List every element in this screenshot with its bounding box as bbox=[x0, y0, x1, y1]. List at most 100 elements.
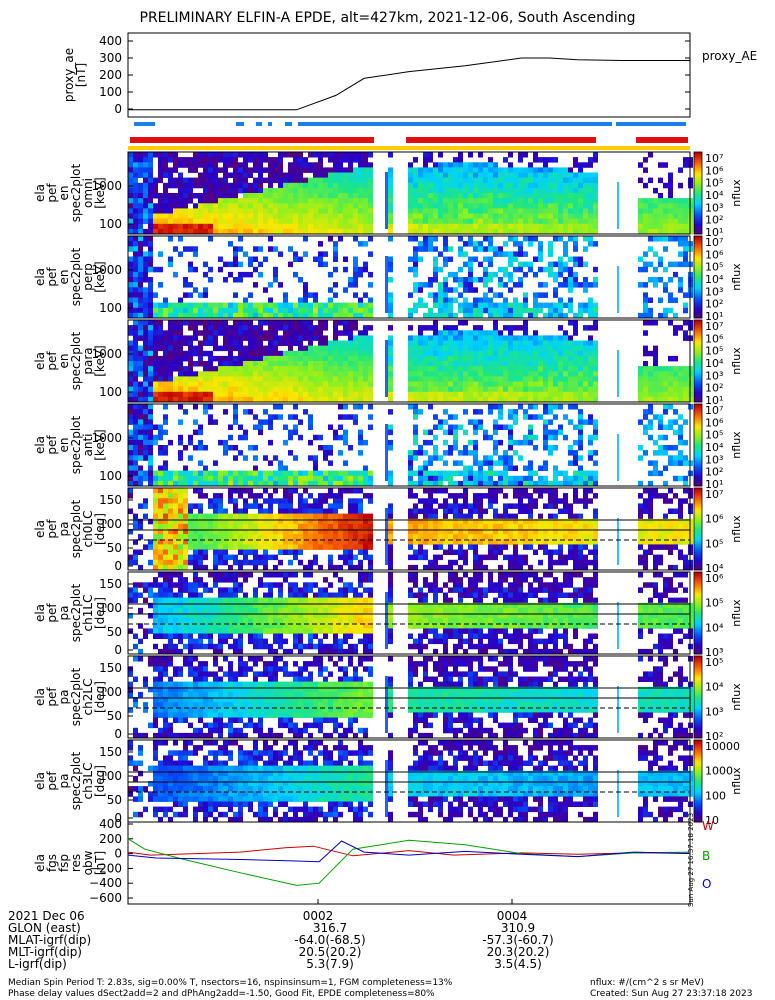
spectrogram-cell bbox=[588, 455, 593, 461]
spectrogram-cell bbox=[468, 182, 473, 189]
spectrogram-cell bbox=[298, 152, 303, 158]
spectrogram-cell bbox=[593, 193, 598, 199]
spectrogram-cell bbox=[483, 246, 488, 252]
spectrogram-cell bbox=[133, 434, 138, 441]
spectrogram-cell bbox=[128, 187, 133, 194]
spectrogram-cell bbox=[408, 256, 413, 262]
spectrogram-cell bbox=[343, 302, 348, 309]
spectrogram-cell bbox=[458, 198, 463, 204]
spectrogram-cell bbox=[258, 559, 263, 566]
spectrogram-cell bbox=[518, 350, 523, 357]
spectrogram-cell bbox=[673, 228, 678, 235]
spectrogram-cell bbox=[348, 218, 353, 225]
spectrogram-cell bbox=[243, 554, 248, 561]
spectrogram-cell bbox=[548, 167, 553, 173]
spectrogram-cell bbox=[508, 396, 513, 403]
spectrogram-cell bbox=[543, 266, 548, 273]
spectrogram-cell bbox=[178, 361, 183, 367]
spectrogram-cell bbox=[278, 193, 283, 199]
spectrogram-cell bbox=[238, 228, 243, 235]
spectrogram-cell bbox=[538, 465, 543, 471]
spectrogram-cell bbox=[473, 445, 478, 451]
colorbar-cell bbox=[694, 256, 702, 259]
spectrogram-cell bbox=[138, 371, 143, 377]
spectrogram-cell bbox=[183, 292, 188, 298]
spectrogram-cell bbox=[478, 297, 483, 303]
spectrogram-cell bbox=[448, 218, 453, 225]
spectrogram-cell bbox=[678, 228, 683, 235]
spectrogram-cell bbox=[578, 302, 583, 309]
spectrogram-cell bbox=[553, 261, 558, 268]
spectrogram-cell bbox=[258, 325, 263, 331]
spectrogram-cell bbox=[368, 236, 373, 242]
colorbar-cell bbox=[694, 383, 702, 387]
spectrogram-cell bbox=[168, 498, 173, 504]
spectrogram-cell bbox=[583, 381, 588, 387]
spectrogram-cell bbox=[463, 409, 468, 415]
spectrogram-cell bbox=[428, 218, 433, 225]
spectrogram-cell bbox=[493, 251, 498, 257]
spectrogram-cell bbox=[543, 228, 548, 235]
spectrogram-cell bbox=[133, 261, 138, 268]
spectrogram-cell bbox=[168, 198, 173, 204]
spectrogram-cell bbox=[463, 297, 468, 303]
spectrogram-cell bbox=[323, 355, 328, 362]
spectrogram-cell bbox=[518, 282, 523, 288]
spectrogram-cell bbox=[293, 488, 298, 494]
spectrogram-cell bbox=[533, 355, 538, 362]
spectrogram-cell bbox=[158, 396, 163, 403]
spectrogram-cell bbox=[543, 381, 548, 387]
spectrogram-cell bbox=[478, 302, 483, 309]
spectrogram-cell bbox=[193, 223, 198, 230]
spectrogram-cell bbox=[263, 335, 268, 341]
spectrogram-cell bbox=[303, 157, 308, 163]
spectrogram-cell bbox=[203, 475, 208, 482]
spectrogram-cell bbox=[568, 335, 573, 341]
spectrogram-cell bbox=[503, 371, 508, 377]
spectrogram-cell bbox=[468, 177, 473, 184]
spectrogram-cell bbox=[588, 162, 593, 168]
spectrogram-cell bbox=[508, 325, 513, 331]
spectrogram-cell bbox=[223, 208, 228, 214]
spectrogram-cell bbox=[298, 503, 303, 509]
spectrogram-cell bbox=[178, 297, 183, 303]
spectrogram-cell bbox=[428, 167, 433, 173]
spectrogram-cell bbox=[518, 371, 523, 377]
spectrogram-cell bbox=[228, 539, 233, 545]
spectrogram-cell bbox=[533, 157, 538, 163]
spectrogram-cell bbox=[473, 172, 478, 178]
spectrogram-cell bbox=[273, 544, 278, 550]
spectrogram-cell bbox=[268, 172, 273, 178]
spectrogram-cell bbox=[528, 177, 533, 184]
spectrogram-cell bbox=[213, 345, 218, 352]
spectrogram-cell bbox=[523, 208, 528, 214]
spectrogram-cell bbox=[568, 177, 573, 184]
spectrogram-cell bbox=[318, 434, 323, 441]
spectrogram-cell bbox=[513, 167, 518, 173]
spectrogram-cell bbox=[473, 409, 478, 415]
spectrogram-cell bbox=[243, 335, 248, 341]
spectrogram-cell bbox=[333, 302, 338, 309]
spectrogram-cell bbox=[288, 261, 293, 268]
spectrogram-cell bbox=[463, 193, 468, 199]
spectrogram-cell bbox=[273, 391, 278, 398]
spectrogram-cell bbox=[553, 371, 558, 377]
spectrogram-cell bbox=[448, 287, 453, 293]
spectrogram-cell bbox=[228, 529, 233, 535]
spectrogram-cell bbox=[293, 312, 298, 319]
spectrogram-cell bbox=[158, 223, 163, 230]
spectrogram-cell bbox=[168, 223, 173, 230]
spectrogram-cell bbox=[313, 376, 318, 382]
spectrogram-cell bbox=[483, 335, 488, 341]
spectrogram-cell bbox=[253, 312, 258, 319]
spectrogram-cell bbox=[283, 391, 288, 398]
spectrogram-cell bbox=[218, 493, 223, 499]
spectrogram-cell bbox=[153, 376, 158, 382]
spectrogram-cell bbox=[593, 429, 598, 436]
spectrogram-cell bbox=[178, 366, 183, 372]
spectrogram-cell bbox=[503, 198, 508, 204]
spectrogram-cell bbox=[233, 544, 238, 550]
colorbar-cell bbox=[694, 178, 702, 182]
spectrogram-cell bbox=[183, 162, 188, 168]
spectrogram-cell bbox=[533, 340, 538, 346]
